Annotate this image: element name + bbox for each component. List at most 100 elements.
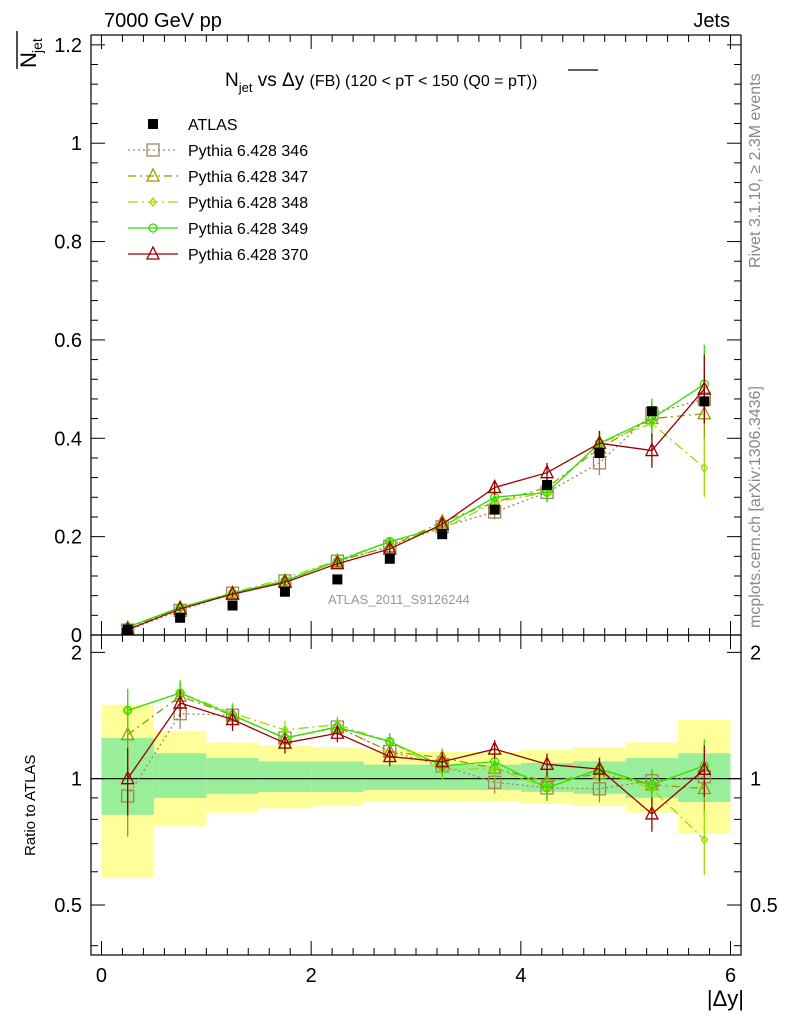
- y-tick-label: 0: [71, 625, 82, 647]
- main-series-line: [127, 388, 705, 631]
- process-label: Jets: [693, 10, 730, 32]
- atlas-data-point: [437, 529, 448, 540]
- ratio-point: [435, 753, 450, 768]
- analysis-watermark: ATLAS_2011_S9126244: [328, 592, 470, 607]
- ratio-band-inner: [258, 761, 312, 792]
- main-panel-content: [120, 344, 712, 635]
- y-tick-label: 1: [71, 133, 82, 155]
- legend-marker: [149, 196, 157, 208]
- legend-label: Pythia 6.428 347: [188, 169, 308, 186]
- x-tick-label: 6: [725, 965, 736, 987]
- ratio-band-inner: [153, 753, 207, 798]
- y-ticks-ratio: 0.5 0.5 1 1 2 2: [54, 642, 778, 947]
- main-series-4: [120, 354, 712, 635]
- ratio-point: [277, 734, 293, 749]
- ratio-point: [647, 780, 657, 790]
- atlas-data-point: [542, 480, 553, 490]
- atlas-data-point: [699, 396, 710, 407]
- atlas-data-point: [489, 504, 500, 515]
- y-axis-label-n: N: [16, 52, 41, 68]
- legend-label: Pythia 6.428 346: [188, 143, 308, 160]
- legend-entry: Pythia 6.428 370: [128, 245, 308, 264]
- ratio-tick-label: 2: [71, 642, 82, 664]
- ratio-tick-label-right: 2: [750, 642, 761, 664]
- legend-label: Pythia 6.428 349: [188, 221, 308, 238]
- legend-entry: ATLAS: [148, 117, 238, 134]
- x-axis-label: |Δy|: [706, 986, 744, 1011]
- atlas-data-point: [332, 574, 343, 585]
- atlas-data-point: [227, 600, 238, 611]
- ratio-point: [644, 805, 659, 820]
- main-series-0: [121, 374, 711, 635]
- ratio-band-inner: [363, 764, 416, 790]
- legend-entry: Pythia 6.428 347: [128, 167, 308, 186]
- plot-title-text: Njet vs Δy (FB) (120 < pT < 150 (Q0 = pT…: [225, 70, 537, 95]
- legend-entry: Pythia 6.428 348: [128, 195, 308, 212]
- ratio-point: [120, 726, 135, 741]
- ratio-point: [123, 705, 133, 716]
- main-point: [644, 442, 659, 457]
- y-tick-label: 1.2: [54, 35, 82, 57]
- ratio-band-inner: [311, 761, 364, 792]
- legend-entry: Pythia 6.428 349: [128, 221, 308, 238]
- legend-marker: [145, 245, 161, 260]
- y-tick-label: 0.8: [54, 232, 82, 254]
- main-point: [225, 585, 240, 600]
- y-axis-label: Njet: [16, 31, 45, 69]
- ratio-point: [592, 760, 607, 775]
- ratio-series-line: [127, 702, 705, 815]
- x-tick-label: 0: [96, 965, 107, 987]
- main-series-line: [127, 422, 705, 628]
- ratio-point: [697, 760, 712, 775]
- atlas-data-points: [122, 396, 710, 635]
- legend-marker: [146, 143, 160, 157]
- atlas-data-point: [384, 553, 395, 564]
- y-ticks-main: 0 0.2 0.4 0.6 0.8 1 1.2: [54, 35, 741, 647]
- main-point: [697, 380, 712, 395]
- ratio-point: [225, 711, 240, 726]
- ratio-series-line: [127, 692, 705, 841]
- ratio-series-4: [120, 689, 712, 832]
- main-series-1: [120, 384, 712, 634]
- legend-entry: Pythia 6.428 346: [128, 143, 308, 160]
- ratio-point: [330, 724, 345, 739]
- ratio-point: [487, 740, 502, 755]
- ratio-panel-content: [91, 680, 741, 878]
- x-tick-label: 4: [515, 965, 526, 987]
- main-point: [700, 462, 709, 473]
- ratio-point: [539, 755, 555, 770]
- energy-label: 7000 GeV pp: [104, 10, 222, 32]
- y-tick-label: 0.6: [54, 330, 82, 352]
- ratio-point: [490, 763, 499, 774]
- atlas-data-point: [646, 406, 657, 417]
- atlas-data-point: [594, 448, 605, 459]
- legend-label: ATLAS: [188, 117, 238, 134]
- ratio-tick-label-right: 0.5: [750, 895, 778, 917]
- ratio-band-inner: [206, 758, 259, 794]
- ratio-point: [542, 783, 552, 793]
- ratio-point: [385, 736, 395, 747]
- main-point: [330, 555, 345, 570]
- y-axis-label-sub: jet: [29, 38, 45, 54]
- ratio-point: [173, 694, 188, 709]
- ratio-tick-label: 0.5: [54, 895, 82, 917]
- y-tick-label: 0.2: [54, 527, 82, 549]
- main-point: [539, 464, 555, 479]
- legend-marker: [148, 119, 158, 129]
- legend-label: Pythia 6.428 370: [188, 247, 308, 264]
- legend-label: Pythia 6.428 348: [188, 195, 308, 212]
- atlas-data-point: [122, 624, 133, 635]
- ratio-series-line: [127, 692, 705, 789]
- legend-marker: [148, 223, 158, 233]
- main-series-2: [123, 408, 709, 633]
- main-point: [487, 479, 502, 494]
- y-tick-label: 0.4: [54, 428, 82, 450]
- ratio-tick-label-right: 1: [750, 769, 761, 791]
- ratio-point: [382, 748, 397, 763]
- atlas-data-point: [175, 612, 186, 623]
- x-tick-label: 2: [306, 965, 317, 987]
- ratio-point: [120, 770, 135, 785]
- main-series-line: [127, 398, 705, 631]
- main-series-line: [127, 383, 705, 628]
